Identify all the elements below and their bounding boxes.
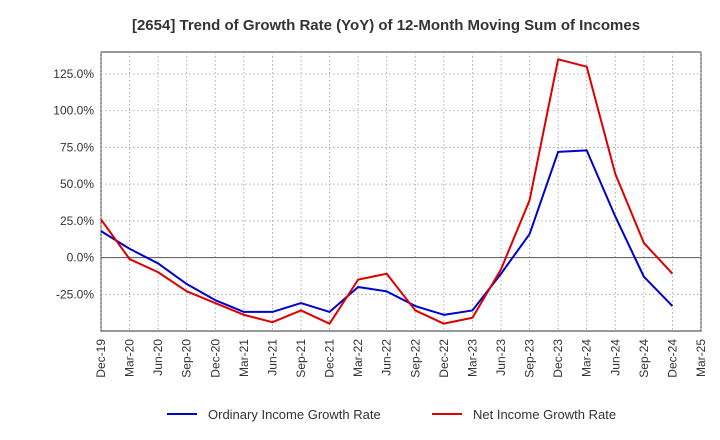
x-tick-label: Sep-23 [523, 339, 537, 378]
x-tick-label: Sep-22 [408, 339, 422, 378]
x-tick-label: Sep-21 [294, 339, 308, 378]
x-tick-label: Sep-20 [180, 339, 194, 378]
plot-area [100, 51, 702, 332]
y-tick-label: 25.0% [60, 214, 94, 228]
x-tick-label: Dec-20 [208, 339, 222, 378]
x-tick-label: Jun-24 [608, 339, 622, 376]
legend-label: Net Income Growth Rate [473, 407, 616, 422]
y-tick-label: -25.0% [56, 287, 94, 301]
x-tick-label: Mar-24 [580, 339, 594, 377]
y-axis: -25.0% 0.0% 25.0% 50.0% 75.0% 100.0% 125.0% [53, 67, 94, 301]
x-tick-label: Dec-23 [551, 339, 565, 378]
x-tick-label: Dec-19 [94, 339, 108, 378]
x-tick-label: Dec-24 [665, 339, 679, 378]
x-tick-label: Dec-21 [323, 339, 337, 378]
x-tick-label: Jun-21 [265, 339, 279, 376]
x-axis: Dec-19 Mar-20 Jun-20 Sep-20 Dec-20 Mar-21 Jun-… [94, 339, 708, 378]
x-tick-label: Sep-24 [637, 339, 651, 378]
x-tick-label: Dec-22 [437, 339, 451, 378]
x-tick-label: Mar-22 [351, 339, 365, 377]
plot-frame [100, 51, 702, 332]
legend-label: Ordinary Income Growth Rate [208, 407, 381, 422]
series-line-net-income [100, 58, 674, 325]
x-tick-label: Mar-21 [237, 339, 251, 377]
legend: Ordinary Income Growth Rate Net Income Gr… [167, 407, 616, 422]
y-tick-label: 125.0% [53, 67, 94, 81]
x-tick-label: Mar-23 [465, 339, 479, 377]
x-tick-label: Jun-22 [380, 339, 394, 376]
x-tick-label: Jun-20 [151, 339, 165, 376]
x-tick-label: Mar-20 [123, 339, 137, 377]
series-lines [100, 58, 674, 325]
series-line-ordinary-income [100, 149, 674, 316]
x-tick-label: Mar-25 [694, 339, 708, 377]
x-tick-label: Jun-23 [494, 339, 508, 376]
y-tick-label: 100.0% [53, 104, 94, 118]
y-tick-label: 75.0% [60, 140, 94, 154]
chart-title: [2654] Trend of Growth Rate (YoY) of 12-… [132, 17, 640, 34]
y-tick-label: 50.0% [60, 177, 94, 191]
y-tick-label: 0.0% [67, 251, 95, 265]
